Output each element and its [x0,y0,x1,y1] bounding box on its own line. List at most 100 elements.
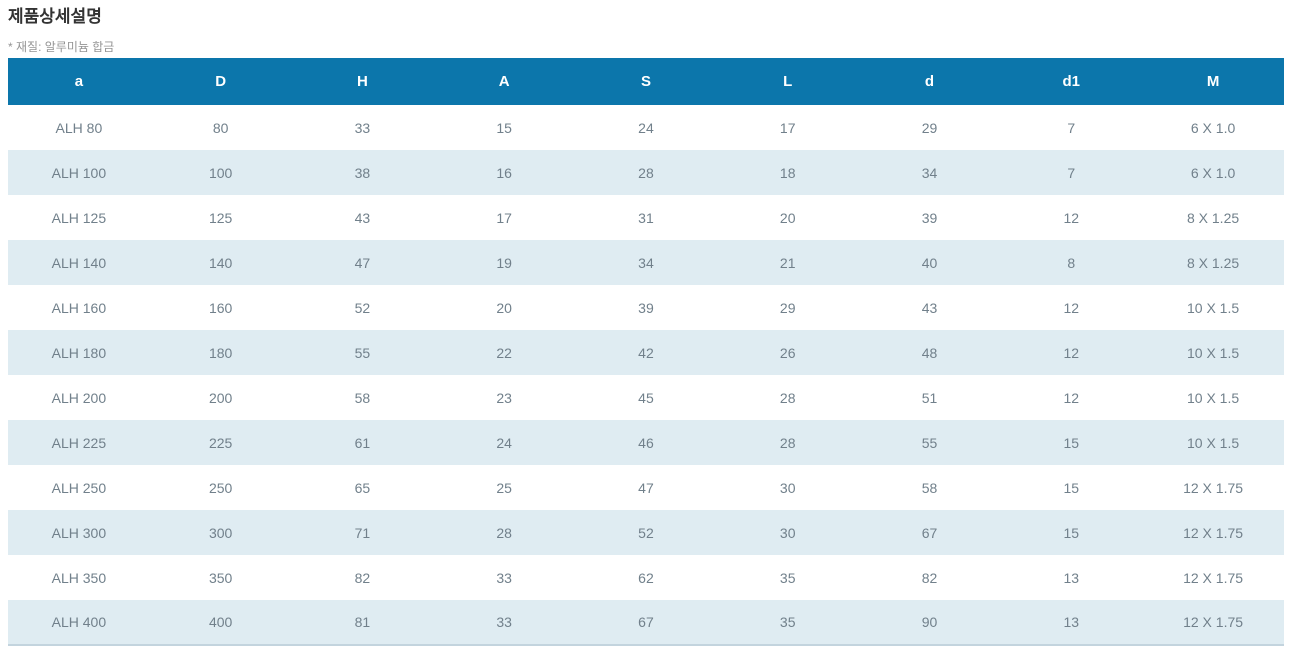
table-cell: 10 X 1.5 [1142,375,1284,420]
table-cell: 25 [433,465,576,510]
table-row: ALH 125 125 43 17 31 20 39 12 8 X 1.25 [8,195,1284,240]
table-cell: 51 [858,375,1001,420]
table-cell: 29 [858,105,1001,150]
table-cell: 17 [716,105,859,150]
table-cell: 8 X 1.25 [1142,195,1284,240]
table-cell: 12 X 1.75 [1142,600,1284,645]
table-cell: 35 [716,600,859,645]
table-cell: 80 [149,105,292,150]
table-cell: 45 [575,375,717,420]
table-row: ALH 300 300 71 28 52 30 67 15 12 X 1.75 [8,510,1284,555]
table-cell: 65 [291,465,434,510]
table-row: ALH 350 350 82 33 62 35 82 13 12 X 1.75 [8,555,1284,600]
table-cell: 30 [716,510,859,555]
table-cell: 33 [433,555,576,600]
table-cell: 55 [858,420,1001,465]
table-cell: 400 [149,600,292,645]
table-cell: 52 [291,285,434,330]
row-label-cell: ALH 350 [8,555,150,600]
table-cell: 47 [291,240,434,285]
table-cell: 7 [1000,150,1143,195]
table-cell: 24 [433,420,576,465]
table-cell: 28 [433,510,576,555]
table-cell: 12 X 1.75 [1142,555,1284,600]
column-header: L [716,58,859,105]
table-cell: 13 [1000,555,1143,600]
table-cell: 43 [291,195,434,240]
table-cell: 24 [575,105,717,150]
table-row: ALH 180 180 55 22 42 26 48 12 10 X 1.5 [8,330,1284,375]
material-note: * 재질: 알루미늄 합금 [8,40,115,54]
table-cell: 8 [1000,240,1143,285]
table-cell: 10 X 1.5 [1142,420,1284,465]
table-cell: 12 [1000,330,1143,375]
row-label-cell: ALH 140 [8,240,150,285]
table-row: ALH 225 225 61 24 46 28 55 15 10 X 1.5 [8,420,1284,465]
table-cell: 30 [716,465,859,510]
column-header: S [575,58,717,105]
table-cell: 90 [858,600,1001,645]
table-row: ALH 140 140 47 19 34 21 40 8 8 X 1.25 [8,240,1284,285]
table-cell: 8 X 1.25 [1142,240,1284,285]
table-cell: 26 [716,330,859,375]
table-cell: 28 [575,150,717,195]
table-cell: 61 [291,420,434,465]
table-cell: 48 [858,330,1001,375]
table-cell: 125 [149,195,292,240]
row-label-cell: ALH 300 [8,510,150,555]
row-label-cell: ALH 100 [8,150,150,195]
table-cell: 28 [716,375,859,420]
table-cell: 31 [575,195,717,240]
table-row: ALH 400 400 81 33 67 35 90 13 12 X 1.75 [8,600,1284,645]
table-cell: 82 [291,555,434,600]
row-label-cell: ALH 125 [8,195,150,240]
column-header: M [1142,58,1284,105]
table-row: ALH 160 160 52 20 39 29 43 12 10 X 1.5 [8,285,1284,330]
table-cell: 23 [433,375,576,420]
table-cell: 12 [1000,375,1143,420]
table-cell: 20 [716,195,859,240]
table-cell: 13 [1000,600,1143,645]
table-cell: 10 X 1.5 [1142,285,1284,330]
table-cell: 12 [1000,195,1143,240]
table-cell: 6 X 1.0 [1142,150,1284,195]
table-row: ALH 80 80 33 15 24 17 29 7 6 X 1.0 [8,105,1284,150]
row-label-cell: ALH 80 [8,105,150,150]
column-header: H [291,58,434,105]
table-cell: 200 [149,375,292,420]
table-cell: 15 [433,105,576,150]
table-cell: 100 [149,150,292,195]
table-cell: 40 [858,240,1001,285]
table-cell: 81 [291,600,434,645]
table-cell: 42 [575,330,717,375]
table-cell: 12 [1000,285,1143,330]
table-cell: 34 [858,150,1001,195]
column-header: A [433,58,576,105]
table-row: ALH 200 200 58 23 45 28 51 12 10 X 1.5 [8,375,1284,420]
table-cell: 38 [291,150,434,195]
table-cell: 58 [291,375,434,420]
table-cell: 16 [433,150,576,195]
row-label-cell: ALH 200 [8,375,150,420]
table-row: ALH 100 100 38 16 28 18 34 7 6 X 1.0 [8,150,1284,195]
table-cell: 67 [575,600,717,645]
table-cell: 82 [858,555,1001,600]
table-cell: 15 [1000,465,1143,510]
spec-table-body: ALH 80 80 33 15 24 17 29 7 6 X 1.0 ALH 100 100 38 16… [8,105,1284,645]
table-cell: 47 [575,465,717,510]
table-cell: 67 [858,510,1001,555]
table-cell: 19 [433,240,576,285]
table-cell: 46 [575,420,717,465]
table-cell: 12 X 1.75 [1142,465,1284,510]
page-title: 제품상세설명 [8,7,102,26]
table-cell: 52 [575,510,717,555]
table-cell: 180 [149,330,292,375]
row-label-cell: ALH 225 [8,420,150,465]
column-header: D [149,58,292,105]
table-cell: 71 [291,510,434,555]
table-cell: 34 [575,240,717,285]
table-cell: 21 [716,240,859,285]
table-cell: 33 [433,600,576,645]
